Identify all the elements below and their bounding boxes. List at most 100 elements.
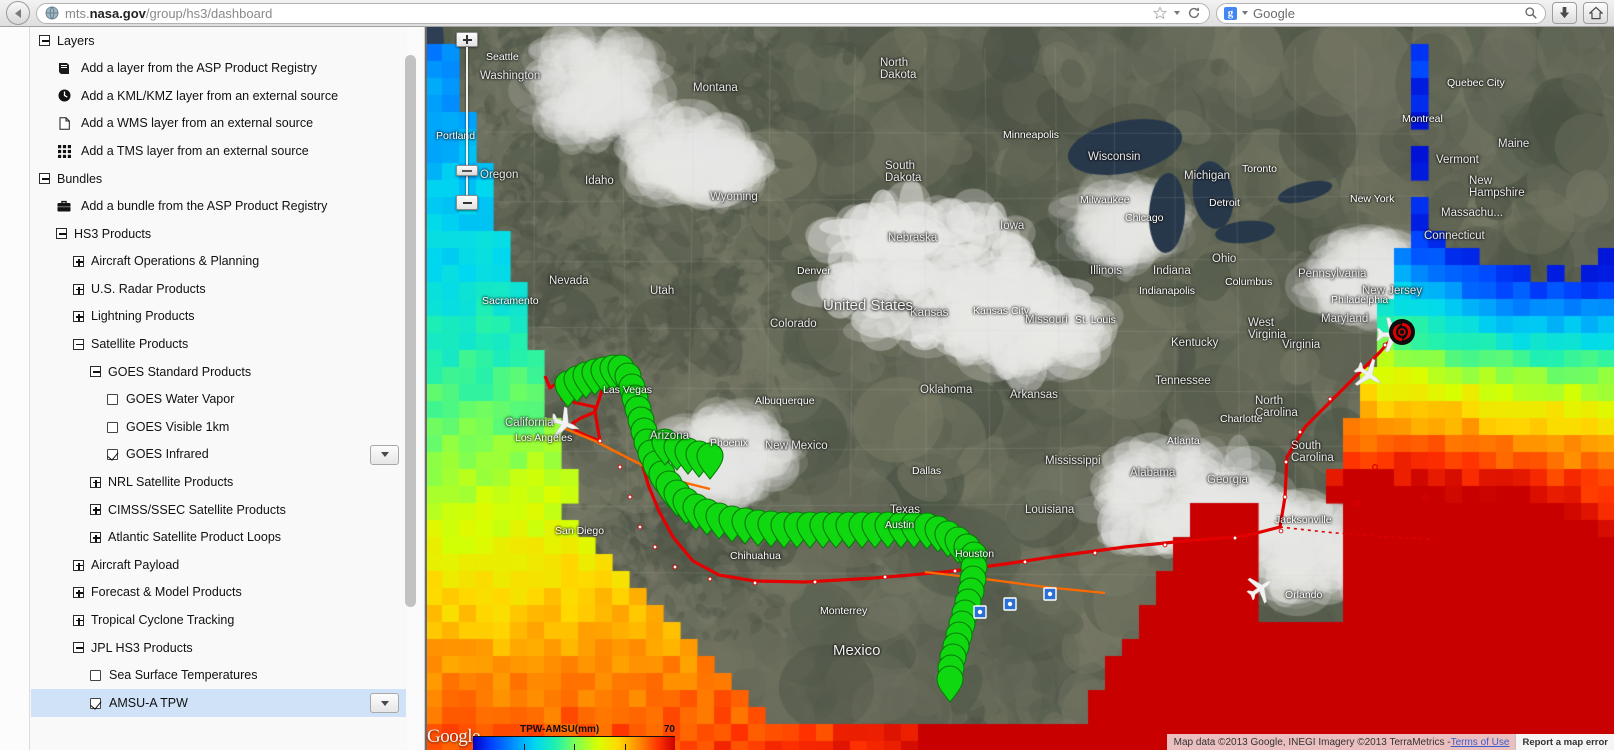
tree-row-label: GOES Water Vapor [126, 392, 235, 407]
tree-row-cimss-ssec[interactable]: CIMSS/SSEC Satellite Products [31, 496, 406, 524]
layer-checkbox-goes-visible-1km[interactable] [107, 421, 118, 433]
chevron-down-icon[interactable] [1174, 11, 1180, 15]
tree-row-label: Sea Surface Temperatures [109, 668, 258, 683]
expand-toggle-icon[interactable] [90, 476, 101, 488]
tree-row-satellite-products[interactable]: Satellite Products [31, 331, 406, 359]
tree-row-goes-water-vapor[interactable]: GOES Water Vapor [31, 386, 406, 414]
map-label: Chicago [1125, 212, 1164, 224]
tree-row-sea-surface-temps[interactable]: Sea Surface Temperatures [31, 662, 406, 690]
collapse-toggle-icon[interactable] [90, 366, 101, 378]
star-icon[interactable] [1153, 6, 1167, 20]
map-label: Nebraska [888, 232, 938, 244]
chevron-down-icon [380, 452, 389, 458]
map-label: New Jersey [1362, 285, 1423, 297]
collapse-toggle-icon[interactable] [73, 338, 84, 350]
download-button[interactable] [1552, 2, 1577, 24]
map-label: Jacksonville [1275, 514, 1332, 526]
map-label: Colorado [770, 318, 817, 330]
tree-row-goes-standard[interactable]: GOES Standard Products [31, 358, 406, 386]
map-label: North Carolina [1255, 395, 1298, 419]
expand-toggle-icon[interactable] [90, 531, 101, 543]
tree-row-label: Add a bundle from the ASP Product Regist… [81, 199, 328, 214]
tree-row-aircraft-payload[interactable]: Aircraft Payload [31, 551, 406, 579]
report-map-error-button[interactable]: Report a map error [1515, 734, 1614, 750]
legend-max-value: 70 [663, 724, 675, 735]
map-label: Connecticut [1424, 230, 1485, 242]
reload-icon[interactable] [1187, 6, 1201, 20]
layer-checkbox-sea-surface-temps[interactable] [90, 669, 101, 681]
layer-checkbox-goes-infrared[interactable] [107, 449, 118, 461]
map-label: Ohio [1212, 253, 1237, 265]
tree-row-nrl-satellite[interactable]: NRL Satellite Products [31, 469, 406, 497]
map-left-border [425, 27, 427, 750]
map-label: Sacramento [482, 295, 539, 307]
map-label: Washington [480, 70, 541, 82]
tree-row-forecast-model[interactable]: Forecast & Model Products [31, 579, 406, 607]
terms-of-use-link[interactable]: Terms of Use [1450, 736, 1510, 748]
expand-toggle-icon[interactable] [73, 283, 84, 295]
search-bar[interactable]: g Google [1216, 2, 1546, 24]
collapse-toggle-icon[interactable] [39, 35, 50, 47]
layer-checkbox-goes-water-vapor[interactable] [107, 394, 118, 406]
expand-toggle-icon[interactable] [73, 256, 84, 268]
map-label: San Diego [555, 525, 605, 537]
tree-row-goes-visible-1km[interactable]: GOES Visible 1km [31, 413, 406, 441]
zoom-in-button[interactable] [456, 32, 478, 47]
map-label: New Mexico [765, 440, 828, 452]
expand-toggle-icon[interactable] [90, 504, 101, 516]
tree-row-add-kml-layer[interactable]: Add a KML/KMZ layer from an external sou… [31, 82, 406, 110]
zoom-out-button[interactable] [456, 195, 478, 210]
tree-row-label: CIMSS/SSEC Satellite Products [108, 502, 286, 517]
map-label: Philadelphia [1331, 294, 1389, 306]
tree-row-jpl-hs3[interactable]: JPL HS3 Products [31, 634, 406, 662]
map-label: Vermont [1436, 154, 1479, 166]
collapse-toggle-icon[interactable] [56, 228, 67, 240]
home-button[interactable] [1583, 2, 1608, 24]
sidebar-scrollbar-track[interactable] [405, 27, 421, 750]
magnifier-icon[interactable] [1524, 6, 1538, 20]
layer-checkbox-amsu-a-tpw[interactable] [90, 697, 101, 709]
tree-row-aircraft-ops[interactable]: Aircraft Operations & Planning [31, 248, 406, 276]
briefcase-icon [56, 200, 72, 212]
tree-row-label: Aircraft Operations & Planning [91, 254, 260, 269]
collapse-toggle-icon[interactable] [73, 642, 84, 654]
tree-row-add-wms-layer[interactable]: Add a WMS layer from an external source [31, 110, 406, 138]
address-bar[interactable]: mts.nasa.gov/group/hs3/dashboard [36, 2, 1210, 24]
tree-row-atlantic-loops[interactable]: Atlantic Satellite Product Loops [31, 524, 406, 552]
zoom-slider-track[interactable] [466, 47, 468, 197]
expand-toggle-icon[interactable] [73, 311, 84, 323]
tree-row-label: Add a WMS layer from an external source [81, 116, 314, 131]
zoom-control[interactable] [456, 32, 478, 210]
collapse-toggle-icon[interactable] [39, 173, 50, 185]
legend-colorbar [473, 736, 675, 750]
tree-row-tropical-cyclone[interactable]: Tropical Cyclone Tracking [31, 606, 406, 634]
sidebar-scrollbar-thumb[interactable] [405, 55, 416, 607]
tree-row-goes-infrared[interactable]: GOES Infrared [31, 441, 406, 469]
tree-row-us-radar[interactable]: U.S. Radar Products [31, 275, 406, 303]
tree-row-label: Lightning Products [91, 309, 195, 324]
expand-toggle-icon[interactable] [73, 559, 84, 571]
tree-row-amsu-a-tpw[interactable]: AMSU-A TPW [31, 689, 406, 717]
map-label: Montreal [1402, 113, 1443, 125]
search-engine-chevron-icon[interactable] [1242, 11, 1248, 15]
tree-row-bundles[interactable]: Bundles [31, 165, 406, 193]
tree-row-add-tms-layer[interactable]: Add a TMS layer from an external source [31, 137, 406, 165]
tree-row-add-asp-layer[interactable]: Add a layer from the ASP Product Registr… [31, 55, 406, 83]
map-label: Indianapolis [1139, 285, 1196, 297]
expand-toggle-icon[interactable] [73, 587, 84, 599]
zoom-slider-handle[interactable] [456, 165, 478, 176]
tree-row-label: JPL HS3 Products [91, 640, 193, 655]
tree-row-add-asp-bundle[interactable]: Add a bundle from the ASP Product Regist… [31, 193, 406, 221]
map-label: Arizona [650, 430, 689, 442]
search-input[interactable]: Google [1253, 5, 1295, 21]
back-button[interactable] [6, 1, 30, 25]
tpw-legend: Google TPW-AMSU(mm) 70 [425, 724, 675, 750]
tree-row-layers[interactable]: Layers [31, 27, 406, 55]
expand-toggle-icon[interactable] [73, 614, 84, 626]
layer-options-dropdown-goes-infrared[interactable] [370, 444, 399, 465]
map-viewport[interactable]: Seattle Washington Montana North Dakota Minn… [425, 27, 1614, 750]
map-label: Phoenix [710, 437, 748, 449]
tree-row-hs3-products[interactable]: HS3 Products [31, 220, 406, 248]
tree-row-lightning[interactable]: Lightning Products [31, 303, 406, 331]
layer-options-dropdown-amsu-a-tpw[interactable] [370, 693, 399, 714]
